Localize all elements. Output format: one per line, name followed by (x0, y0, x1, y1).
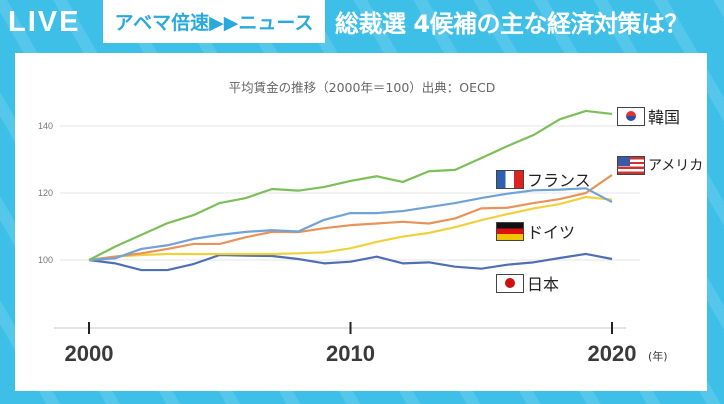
headline: 総裁選 4候補の主な経済対策は？ (335, 10, 689, 38)
series-line-france (88, 187, 613, 262)
brand-logo: アベマ倍速▶▶ニュース (103, 0, 325, 43)
series-line-japan (88, 252, 613, 272)
series-label: ドイツ (527, 223, 576, 242)
series-line-usa (88, 174, 613, 262)
usa-flag-icon (617, 155, 645, 175)
y-tick-label: 140 (38, 121, 53, 131)
label-france: フランス (496, 167, 591, 191)
y-tick-label: 100 (38, 255, 53, 265)
japan-flag-icon (496, 273, 524, 293)
korea-flag-icon (617, 106, 645, 126)
germany-flag-icon (496, 221, 524, 241)
label-usa: アメリカ (617, 155, 703, 175)
chart-title: 平均賃金の推移（2000年＝100）出典：OECD (228, 80, 496, 95)
label-korea: 韓国 (617, 104, 680, 128)
series-line-germany (88, 195, 613, 262)
series-label: フランス (527, 171, 591, 190)
series-label: アメリカ (648, 158, 704, 174)
france-flag-icon (496, 169, 524, 189)
y-tick-label: 120 (38, 188, 53, 198)
x-tick-label: 2020 (588, 341, 637, 366)
series-label: 日本 (527, 275, 560, 294)
live-label: LIVE (8, 6, 81, 38)
chart-panel (15, 53, 707, 391)
label-germany: ドイツ (496, 219, 575, 243)
x-tick-label: 2010 (326, 341, 375, 366)
x-tick-label: 2000 (65, 341, 114, 366)
x-unit-label: (年) (648, 349, 668, 363)
series-label: 韓国 (648, 108, 681, 127)
series-line-korea (88, 109, 613, 261)
label-japan: 日本 (496, 271, 559, 295)
